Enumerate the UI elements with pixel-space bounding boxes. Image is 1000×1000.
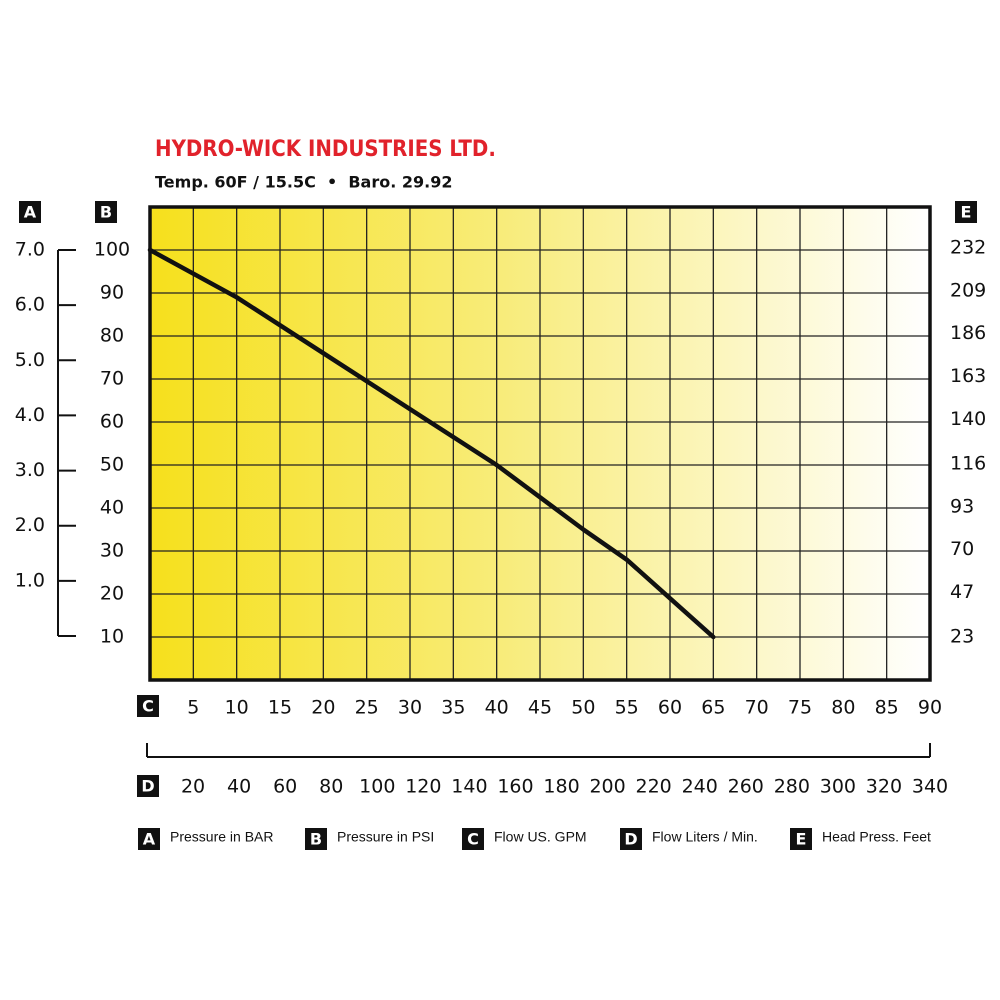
x-tick-label: 5: [187, 697, 199, 719]
x-tick-label: 10: [225, 697, 249, 719]
liters-axis-label: 160: [497, 776, 533, 798]
liters-axis-label: 20: [181, 776, 205, 798]
liters-axis-label: 40: [227, 776, 251, 798]
y2-tick-label: 116: [950, 452, 986, 474]
legend-badge-box: [790, 828, 812, 850]
axis-badge: B: [100, 203, 112, 222]
y-tick-label: 90: [100, 282, 124, 304]
liters-axis-label: 80: [319, 776, 343, 798]
bar-axis-label: 6.0: [15, 294, 45, 316]
x-tick-label: 40: [485, 697, 509, 719]
legend-badge-box: [305, 828, 327, 850]
axis-badge-box: [137, 695, 159, 717]
y-tick-label: 20: [100, 583, 124, 605]
liters-axis-label: 220: [636, 776, 672, 798]
bar-axis-label: 3.0: [15, 459, 45, 481]
bar-axis-label: 7.0: [15, 239, 45, 261]
y2-tick-label: 70: [950, 538, 974, 560]
axis-badge-box: [95, 201, 117, 223]
y-tick-label: 60: [100, 411, 124, 433]
y-tick-label: 100: [94, 239, 130, 261]
legend-badge-box: [138, 828, 160, 850]
plot-frame: [148, 205, 932, 682]
legend-badge: D: [624, 830, 637, 849]
liters-axis-label: 280: [774, 776, 810, 798]
x-tick-label: 85: [875, 697, 899, 719]
legend-label: Pressure in PSI: [337, 829, 434, 845]
y-tick-label: 70: [100, 368, 124, 390]
liters-axis-label: 180: [543, 776, 579, 798]
bar-axis-label: 5.0: [15, 349, 45, 371]
bar-axis-label: 4.0: [15, 404, 45, 426]
y-tick-label: 80: [100, 325, 124, 347]
axis-badge: A: [24, 203, 37, 222]
axis-badge-box: [19, 201, 41, 223]
x-tick-label: 15: [268, 697, 292, 719]
axis-badge: C: [142, 697, 154, 716]
x-tick-label: 45: [528, 697, 552, 719]
x-tick-label: 30: [398, 697, 422, 719]
axis-badge: E: [961, 203, 972, 222]
liters-axis-label: 300: [820, 776, 856, 798]
legend-label: Flow Liters / Min.: [652, 829, 758, 845]
liters-axis-label: 240: [682, 776, 718, 798]
legend-badge: C: [467, 830, 479, 849]
y-tick-label: 40: [100, 497, 124, 519]
axis-badge: D: [141, 777, 154, 796]
liters-axis-label: 340: [912, 776, 948, 798]
y-tick-label: 50: [100, 454, 124, 476]
liters-axis-label: 140: [451, 776, 487, 798]
bar-axis-label: 2.0: [15, 514, 45, 536]
legend-badge: E: [796, 830, 807, 849]
y2-tick-label: 140: [950, 408, 986, 430]
liters-axis-label: 320: [866, 776, 902, 798]
chart-subtitle: Temp. 60F / 15.5C • Baro. 29.92: [155, 173, 452, 192]
y2-tick-label: 47: [950, 581, 974, 603]
legend-badge: A: [143, 830, 156, 849]
x-tick-label: 65: [701, 697, 725, 719]
x-tick-label: 35: [441, 697, 465, 719]
y2-tick-label: 209: [950, 279, 986, 301]
legend-badge-box: [620, 828, 642, 850]
y2-tick-label: 186: [950, 322, 986, 344]
legend-label: Head Press. Feet: [822, 829, 931, 845]
legend-label: Flow US. GPM: [494, 829, 587, 845]
liters-axis-label: 120: [405, 776, 441, 798]
x-tick-label: 55: [615, 697, 639, 719]
x-tick-label: 50: [571, 697, 595, 719]
y2-tick-label: 23: [950, 626, 974, 648]
legend-badge-box: [462, 828, 484, 850]
axis-badge-box: [955, 201, 977, 223]
y-tick-label: 10: [100, 626, 124, 648]
y2-tick-label: 93: [950, 495, 974, 517]
x-tick-label: 20: [311, 697, 335, 719]
x-tick-label: 70: [745, 697, 769, 719]
x-tick-label: 60: [658, 697, 682, 719]
liters-axis-label: 100: [359, 776, 395, 798]
liters-axis-label: 60: [273, 776, 297, 798]
x-tick-label: 80: [831, 697, 855, 719]
chart-title: HYDRO-WICK INDUSTRIES LTD.: [155, 137, 496, 162]
y2-tick-label: 163: [950, 365, 986, 387]
liters-axis-label: 200: [589, 776, 625, 798]
x-tick-label: 90: [918, 697, 942, 719]
legend-badge: B: [310, 830, 322, 849]
liters-axis-label: 260: [728, 776, 764, 798]
bar-axis-label: 1.0: [15, 569, 45, 591]
legend-label: Pressure in BAR: [170, 829, 273, 845]
curve: [147, 247, 716, 640]
y2-tick-label: 232: [950, 236, 986, 258]
x-tick-label: 25: [355, 697, 379, 719]
y-tick-label: 30: [100, 540, 124, 562]
x-tick-label: 75: [788, 697, 812, 719]
axis-badge-box: [137, 775, 159, 797]
